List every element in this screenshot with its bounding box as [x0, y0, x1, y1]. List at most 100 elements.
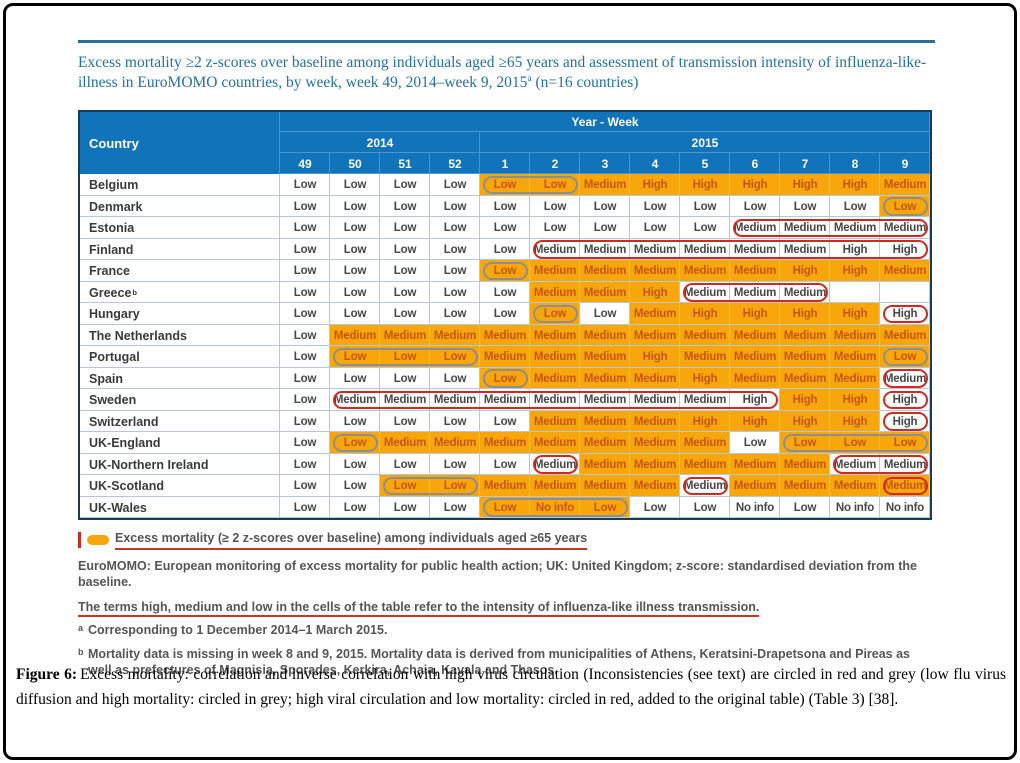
table-cell: Medium: [580, 367, 630, 390]
table-cell: Low: [830, 432, 880, 454]
table-cell: Medium: [680, 324, 730, 347]
table-cell: Medium: [730, 475, 780, 497]
table-cell: Low: [380, 239, 430, 261]
table-cell: High: [780, 260, 830, 282]
table-cell: Medium: [830, 346, 880, 368]
week-header: 50: [330, 153, 380, 174]
table-cell: Low: [330, 368, 380, 390]
country-label: Finland: [80, 239, 280, 261]
table-cell: Low: [280, 260, 330, 282]
table-cell: Medium: [780, 367, 830, 390]
week-header: 2: [530, 153, 580, 174]
table-cell: Medium: [580, 346, 630, 368]
country-column-header: Country: [80, 112, 280, 174]
week-header: 7: [780, 153, 830, 174]
table-cell: Low: [280, 389, 330, 411]
table-cell: Low: [630, 217, 680, 239]
table-cell: Low: [380, 260, 430, 282]
country-label: Belgium: [80, 174, 280, 196]
country-label: Estonia: [80, 217, 280, 239]
week-header: 4: [630, 153, 680, 174]
table-cell: Low: [580, 217, 630, 239]
table-cell: Low: [430, 174, 480, 196]
table-cell: Low: [380, 497, 430, 519]
table-cell: No info: [880, 497, 930, 519]
country-label: Spain: [80, 368, 280, 390]
table-cell: Medium: [880, 454, 930, 476]
table-cell: Low: [480, 367, 530, 390]
table-cell: Medium: [380, 324, 430, 347]
table-cell: Medium: [580, 239, 630, 261]
figure-area: Excess mortality ≥2 z-scores over baseli…: [78, 40, 935, 679]
table-cell: Low: [730, 432, 780, 454]
table-cell: Medium: [630, 260, 680, 282]
table-cell: Medium: [680, 432, 730, 454]
table-cell: Low: [530, 217, 580, 239]
table-cell: Low: [380, 346, 430, 368]
week-header: 9: [880, 153, 930, 174]
table-cell: Medium: [830, 475, 880, 497]
table-cell: Medium: [530, 239, 580, 261]
table-cell: Low: [280, 497, 330, 519]
table-cell: High: [830, 239, 880, 261]
table-cell: High: [880, 239, 930, 261]
week-header: 5: [680, 153, 730, 174]
table-cell: Medium: [480, 432, 530, 454]
table-cell: Low: [880, 195, 930, 218]
table-cell: Medium: [730, 346, 780, 368]
table-cell: High: [680, 174, 730, 196]
table-cell: Medium: [880, 368, 930, 390]
footnote: b Mortality data is missing in week 8 and…: [78, 646, 911, 678]
table-cell: High: [730, 303, 780, 325]
table-cell: Medium: [480, 389, 530, 411]
table-cell: Medium: [580, 260, 630, 282]
table-cell: Medium: [530, 410, 580, 433]
table-cell: Low: [430, 497, 480, 519]
table-cell: Low: [280, 475, 330, 497]
table-cell: Low: [380, 217, 430, 239]
terms-note-text: The terms high, medium and low in the ce…: [78, 599, 760, 617]
table-cell: Medium: [630, 239, 680, 261]
table-cell: Medium: [680, 282, 730, 304]
table-cell: Low: [430, 282, 480, 304]
table-cell: Low: [330, 282, 380, 304]
page: Excess mortality ≥2 z-scores over baseli…: [3, 3, 1017, 760]
table-cell: Medium: [880, 174, 930, 196]
table-cell: Low: [280, 432, 330, 454]
table-cell: High: [730, 389, 780, 411]
table-cell: Low: [380, 174, 430, 196]
table-cell: Low: [280, 454, 330, 476]
table-cell: Medium: [780, 282, 830, 304]
title-text: Excess mortality ≥2 z-scores over baseli…: [78, 54, 927, 92]
year-week-header: Year - Week: [280, 112, 930, 132]
table-cell: High: [680, 303, 730, 325]
table-cell: Medium: [780, 475, 830, 497]
table-cell: Medium: [680, 260, 730, 282]
table-cell: Medium: [480, 346, 530, 368]
week-header: 51: [380, 153, 430, 174]
table-cell: Medium: [730, 453, 780, 476]
excess-mortality-legend: Excess mortality (≥ 2 z-scores over base…: [78, 530, 935, 550]
table-cell: Low: [330, 475, 380, 497]
country-label: Greece b: [80, 282, 280, 304]
table-cell: Low: [330, 411, 380, 433]
table-cell: Medium: [730, 260, 780, 282]
table-cell: Low: [380, 196, 430, 218]
legend-text: Excess mortality (≥ 2 z-scores over base…: [115, 530, 588, 550]
year-group-header: 2014: [280, 132, 480, 153]
table-cell: Low: [380, 454, 430, 476]
table-cell: Medium: [630, 475, 680, 497]
table-cell: Medium: [530, 432, 580, 454]
table-cell: Low: [830, 196, 880, 218]
table-cell: Low: [430, 303, 480, 325]
table-cell: Low: [880, 346, 930, 368]
table-cell: High: [830, 389, 880, 411]
table-cell: Medium: [530, 281, 580, 304]
table-cell: Medium: [580, 324, 630, 347]
table-cell: Medium: [630, 432, 680, 454]
table-cell: High: [780, 303, 830, 325]
table-cell: Medium: [630, 367, 680, 390]
table-cell: Low: [280, 282, 330, 304]
table-cell: Low: [430, 239, 480, 261]
table-cell: Medium: [580, 174, 630, 196]
